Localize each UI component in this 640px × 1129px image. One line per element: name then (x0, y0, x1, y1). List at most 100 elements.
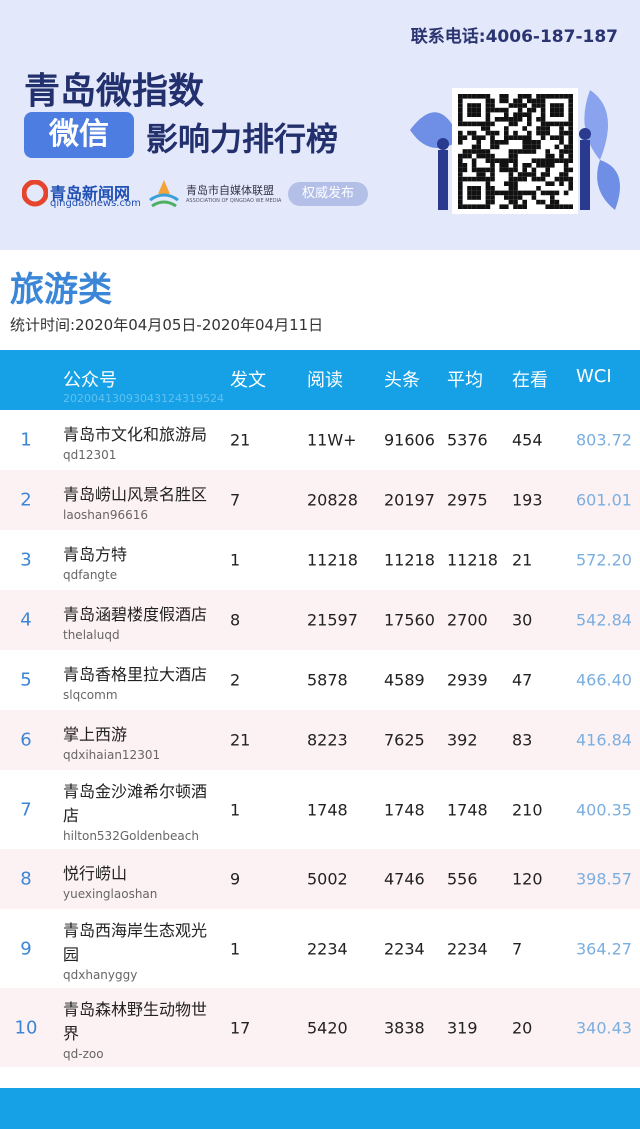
qr-cell (462, 163, 468, 168)
qr-cell (476, 112, 481, 117)
qr-cell (550, 94, 555, 99)
name-cell: 青岛香格里拉大酒店 slqcomm (63, 653, 213, 708)
qr-cell (531, 103, 537, 108)
qr-cell (481, 121, 486, 127)
qr-cell (467, 204, 472, 209)
account-id: qdxhanyggy (63, 968, 138, 982)
cell-headline: 17560 (384, 610, 435, 630)
qr-cell (554, 158, 560, 163)
qr-cell (458, 103, 463, 108)
qr-cell (476, 153, 481, 159)
account-name: 青岛金沙滩希尔顿酒店 (63, 782, 208, 825)
qr-cell (536, 144, 541, 150)
qr-cell (527, 94, 532, 99)
qr-cell (554, 176, 560, 182)
cell-headline: 11218 (384, 550, 435, 570)
qr-cell (540, 126, 546, 131)
qr-cell (458, 130, 463, 136)
qr-cell (513, 167, 518, 173)
qr-cell (517, 190, 523, 196)
cell-likes: 193 (512, 490, 543, 510)
qr-cell (508, 199, 514, 205)
qr-cell (513, 121, 518, 127)
cell-average: 2939 (447, 670, 488, 690)
qr-cell (540, 190, 546, 196)
qr-cell (471, 158, 477, 163)
qr-cell (499, 190, 504, 196)
qr-cell (513, 195, 518, 200)
qr-cell (485, 149, 491, 154)
cell-posts: 2 (230, 670, 241, 690)
cell-reads: 21597 (307, 610, 358, 630)
column-header: 平均 (447, 370, 483, 391)
qr-cell (540, 121, 546, 127)
qr-cell (568, 117, 573, 122)
header-id: 20200413093043124319524 (63, 392, 224, 405)
qr-cell (504, 107, 509, 113)
rank: 3 (20, 549, 32, 571)
cell-likes: 21 (512, 550, 533, 570)
qr-cell (531, 195, 537, 200)
cell-headline: 1748 (384, 800, 425, 819)
qr-cell (508, 103, 514, 108)
table-row: 4 青岛涵碧楼度假酒店 thelaluqd 8 21597 17560 2700 30 542.… (0, 590, 640, 650)
qr-cell (458, 199, 463, 205)
qr-cell (522, 190, 527, 196)
qr-cell (481, 153, 486, 159)
qr-cell (508, 186, 514, 191)
qr-cell (550, 121, 555, 127)
cell-reads: 5878 (307, 670, 348, 690)
qr-cell (485, 186, 491, 191)
cell-likes: 20 (512, 1018, 533, 1037)
account-name: 青岛方特 (63, 544, 128, 564)
qr-cell (490, 163, 495, 168)
qr-cell (554, 199, 560, 205)
table-row: 3 青岛方特 qdfangte 1 11218 11218 11218 21 572.20 (0, 530, 640, 590)
qr-cell (568, 204, 573, 209)
qr-cell (508, 190, 514, 196)
qr-cell (550, 107, 555, 113)
qr-cell (513, 117, 518, 122)
cell-likes: 120 (512, 869, 543, 889)
qr-cell (536, 186, 541, 191)
qr-cell (527, 107, 532, 113)
qr-cell (458, 176, 463, 182)
qr-cell (513, 176, 518, 182)
qr-cell (540, 158, 546, 163)
cell-likes: 47 (512, 670, 533, 690)
qr-cell (504, 163, 509, 168)
qr-cell (476, 167, 481, 173)
rank: 7 (20, 799, 32, 820)
illustration (410, 88, 620, 214)
column-header: 阅读 (307, 370, 343, 391)
cell-headline: 4589 (384, 670, 425, 690)
qr-cell (490, 107, 495, 113)
alliance-icon (149, 180, 179, 208)
qr-cell (545, 158, 550, 163)
alliance-name: 青岛市自媒体联盟 (186, 184, 274, 197)
name-cell: 悦行崂山 yuexinglaoshan (63, 852, 213, 907)
qr-cell (508, 176, 514, 182)
qr-cell (531, 98, 537, 104)
qr-cell (545, 121, 550, 127)
qr-cell (527, 135, 532, 140)
qr-cell (563, 94, 569, 99)
name-cell: 掌上西游 qdxihaian12301 (63, 713, 213, 768)
qr-cell (458, 112, 463, 117)
qr-cell (517, 107, 523, 113)
qr-cell (545, 153, 550, 159)
name-cell: 青岛金沙滩希尔顿酒店 hilton532Goldenbeach (63, 770, 213, 849)
qr-cell (467, 153, 472, 159)
qr-cell (471, 163, 477, 168)
alliance-en: ASSOCIATION OF QINGDAO WE MEDIA (186, 198, 282, 204)
qr-cell (563, 176, 569, 182)
qr-cell (458, 98, 463, 104)
qr-cell (476, 140, 481, 145)
qr-cell (490, 144, 495, 150)
cell-headline: 2234 (384, 939, 425, 958)
qr-cell (467, 176, 472, 182)
qr-cell (485, 98, 491, 104)
qr-cell (522, 167, 527, 173)
cell-wci: 803.72 (576, 430, 632, 450)
cell-average: 556 (447, 869, 478, 889)
